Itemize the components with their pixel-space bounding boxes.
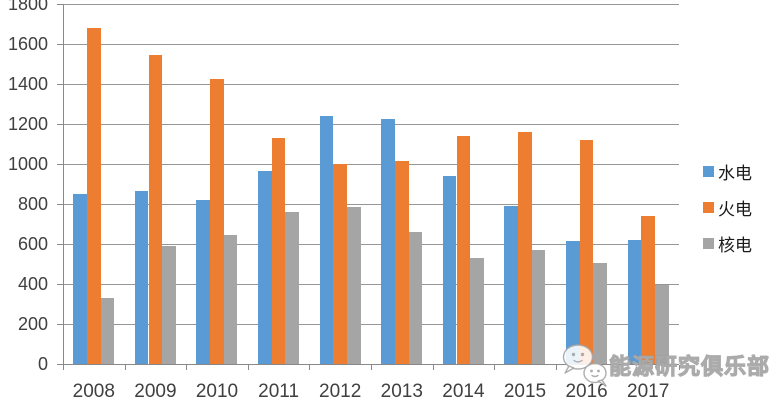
bar-核电-2016 [593,262,608,364]
legend-label-nuclear: 核电 [718,235,752,255]
y-axis-line [63,4,64,364]
y-axis-label: 1200 [7,114,48,134]
x-axis-tick [247,365,249,370]
x-axis-label: 2008 [72,381,115,402]
nuclear-swatch [703,237,714,249]
gridline [63,244,679,245]
x-axis-tick [617,365,619,370]
legend-label-thermal: 火电 [718,199,752,219]
bar-火电-2017 [641,216,655,364]
x-axis-tick [432,365,434,370]
x-axis-tick [371,365,372,370]
x-axis-label: 2012 [319,381,362,402]
bar-火电-2012 [333,163,347,364]
bar-火电-2009 [148,55,163,364]
legend-label-hydro: 水电 [718,163,752,183]
chat-bubbles-icon [562,344,607,387]
bar-核电-2017 [655,285,669,364]
gridline [63,44,679,45]
bar-火电-2010 [210,79,224,364]
x-axis-tick [63,365,64,370]
y-axis-label: 1000 [7,154,48,174]
x-axis-label: 2016 [565,381,608,402]
x-axis-label: 2010 [195,381,239,402]
y-axis-tick [57,284,63,285]
watermark: 能源研究俱乐部 [561,342,770,388]
watermark-text: 能源研究俱乐部 [608,354,771,380]
x-axis-line [63,364,679,365]
x-axis-tick [679,365,680,370]
bar-水电-2015 [504,206,519,364]
x-axis-tick [124,365,126,370]
y-axis-tick [57,164,63,165]
x-axis-label: 2011 [258,381,300,402]
x-axis-label: 2015 [503,381,547,402]
x-axis-tick [309,365,311,370]
bar-水电-2011 [258,170,272,364]
bar-水电-2010 [196,200,211,364]
gridline [63,284,679,285]
bar-核电-2011 [285,211,300,364]
x-axis-tick [555,365,557,370]
bar-火电-2008 [86,28,101,364]
x-axis-label: 2017 [627,381,670,402]
bar-火电-2015 [518,131,532,364]
legend-item-nuclear: 核电 [703,225,752,261]
gridline [63,4,679,5]
x-axis-tick [186,365,188,370]
y-axis-label: 800 [17,194,48,214]
bar-核电-2015 [531,250,546,364]
y-axis-tick [57,244,63,245]
bar-水电-2008 [73,194,87,364]
bar-水电-2013 [381,119,395,364]
y-axis-label: 400 [17,274,48,294]
bar-火电-2011 [271,137,286,364]
bar-水电-2012 [319,116,334,364]
y-axis-tick [57,324,63,325]
bar-火电-2013 [394,161,409,364]
bar-核电-2008 [100,298,115,364]
bar-水电-2014 [442,175,457,364]
y-axis-tick [57,124,63,125]
bar-核电-2013 [408,231,423,364]
bar-核电-2014 [470,257,484,364]
bar-核电-2009 [162,246,176,364]
bar-核电-2012 [347,207,361,364]
y-axis-label: 1400 [7,74,48,94]
gridline [63,324,679,325]
bar-核电-2010 [223,234,238,364]
bar-水电-2017 [627,240,642,364]
y-axis-tick [57,364,63,365]
y-axis-label: 1800 [7,0,48,14]
gridline [63,84,679,85]
gridline [63,164,679,165]
x-axis-label: 2009 [134,381,177,402]
x-axis-label: 2013 [380,381,423,402]
gridline [63,124,679,125]
x-axis-tick [494,365,496,370]
legend: 水电 火电 核电 [703,153,752,261]
hydro-swatch [703,165,714,177]
bar-水电-2016 [566,240,580,364]
x-axis-label: 2014 [442,381,485,402]
y-axis-tick [57,44,63,45]
y-axis-label: 0 [37,354,48,374]
legend-item-hydro: 水电 [703,153,752,189]
legend-item-thermal: 火电 [703,189,752,225]
y-axis-tick [57,84,63,85]
y-axis-tick [57,4,63,5]
bar-火电-2016 [579,140,594,364]
bar-水电-2009 [134,191,149,364]
y-axis-label: 600 [17,234,48,254]
bar-火电-2014 [456,135,471,364]
y-axis-label: 200 [17,314,48,334]
y-axis-tick [57,204,63,205]
thermal-swatch [703,201,714,213]
y-axis-label: 1600 [7,34,48,54]
gridline [63,204,679,205]
